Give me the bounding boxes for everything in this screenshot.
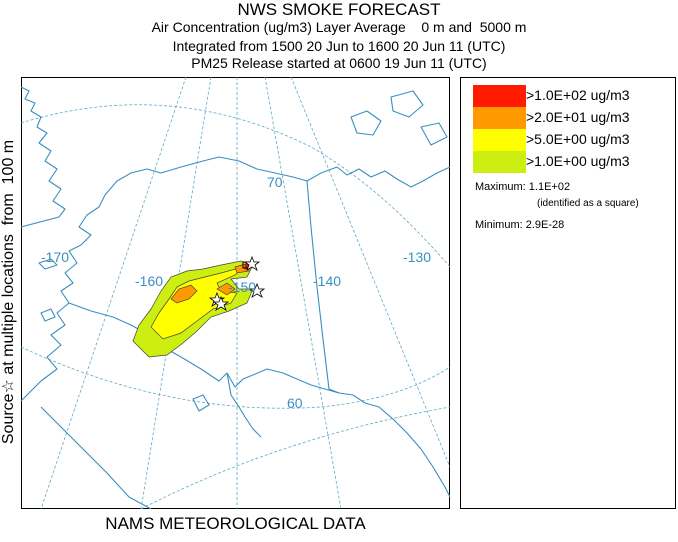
longitude-line-130 (290, 77, 450, 468)
latitude-line-60 (21, 346, 450, 409)
kenai-coast (226, 372, 262, 438)
st-lawrence-island (38, 258, 58, 270)
legend-item: >2.0E+01 ug/m3 (473, 107, 673, 129)
alaska-south-coast (68, 302, 354, 396)
legend-swatch-green (473, 151, 526, 173)
legend-item: >1.0E+00 ug/m3 (473, 151, 673, 173)
us-canada-border (306, 180, 340, 394)
longitude-line-140 (264, 77, 342, 509)
latitude-line-70 (21, 104, 450, 268)
longitude-label: -160 (135, 273, 163, 289)
legend-label: >1.0E+00 ug/m3 (526, 153, 630, 169)
legend-swatch-red (473, 85, 526, 107)
graticule-labels: -170 -160 -150 -140 -130 70 60 (41, 174, 431, 411)
lower-arc (140, 406, 450, 509)
plume-yellow-contour (150, 266, 245, 340)
maximum-value: Maximum: 1.1E+02 (475, 181, 571, 193)
latitude-label: 70 (267, 174, 283, 190)
legend-swatch-yellow (473, 129, 526, 151)
alaska-west-coast (21, 194, 106, 402)
longitude-line-160 (140, 77, 212, 509)
panhandle-coast (352, 394, 450, 498)
maximum-note: (identified as a square) (537, 198, 639, 209)
nunivak-island (40, 308, 56, 322)
longitude-label: -140 (313, 273, 341, 289)
subtitle-concentration: Air Concentration (ug/m3) Layer Average … (151, 19, 527, 35)
legend-swatch-orange (473, 107, 526, 129)
longitude-label: -150 (228, 279, 256, 295)
smoke-forecast-map: -170 -160 -150 -140 -130 70 60 (21, 77, 450, 509)
legend-item: >1.0E+02 ug/m3 (473, 85, 673, 107)
longitude-line-170 (40, 77, 187, 509)
alaska-north-coast (104, 156, 308, 196)
legend-item: >5.0E+00 ug/m3 (473, 129, 673, 151)
latitude-label: 60 (287, 395, 303, 411)
source-label: Source☆ at multiple locations from 100 m (0, 139, 17, 445)
kodiak-island (192, 394, 210, 412)
longitude-label: -170 (41, 249, 69, 265)
canada-islands (350, 90, 448, 146)
siberia-coast (21, 86, 66, 228)
plume-orange-contour (170, 262, 250, 304)
aleutian-chain (40, 406, 152, 509)
source-star-icon (248, 282, 266, 298)
legend-label: >1.0E+02 ug/m3 (526, 87, 630, 103)
coastlines (21, 86, 450, 509)
source-star-icon (212, 295, 230, 311)
source-markers (208, 255, 266, 311)
page-title: NWS SMOKE FORECAST (237, 0, 441, 19)
data-source-footer: NAMS METEOROLOGICAL DATA (105, 514, 366, 533)
legend-label: >5.0E+00 ug/m3 (526, 131, 630, 147)
subtitle-integration: Integrated from 1500 20 Jun to 1600 20 J… (172, 38, 506, 54)
subtitle-release: PM25 Release started at 0600 19 Jun 11 (… (191, 55, 487, 71)
source-star-icon (243, 255, 261, 271)
minimum-value: Minimum: 2.9E-28 (475, 219, 565, 231)
legend-panel: >1.0E+02 ug/m3 >2.0E+01 ug/m3 >5.0E+00 u… (460, 77, 676, 509)
smoke-plume (132, 260, 254, 358)
graticule (21, 77, 450, 509)
canada-arctic-coast (306, 166, 450, 188)
legend-label: >2.0E+01 ug/m3 (526, 109, 630, 125)
longitude-label: -130 (403, 249, 431, 265)
